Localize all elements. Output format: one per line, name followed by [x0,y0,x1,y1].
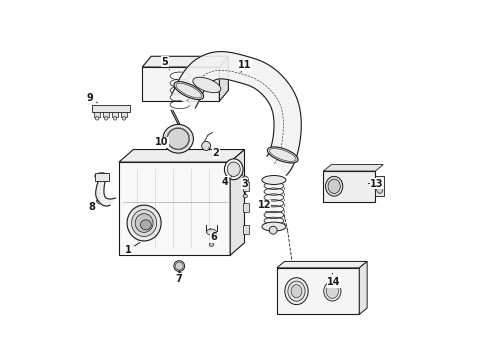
Polygon shape [219,56,228,101]
Ellipse shape [325,176,342,196]
Ellipse shape [375,179,383,193]
Bar [92,105,129,112]
Ellipse shape [95,117,99,120]
Ellipse shape [290,285,301,298]
Text: 11: 11 [237,60,251,72]
Bar [94,112,100,117]
Text: 9: 9 [87,93,97,103]
Polygon shape [119,149,244,162]
Bar [242,225,249,234]
Ellipse shape [269,226,277,234]
Polygon shape [359,261,366,315]
Ellipse shape [242,176,248,184]
Polygon shape [323,165,383,171]
Bar [242,182,249,191]
Bar [375,176,384,196]
Text: 6: 6 [210,228,217,242]
Text: 7: 7 [176,270,182,284]
Text: 4: 4 [221,176,231,187]
Ellipse shape [113,117,117,120]
Polygon shape [142,56,228,67]
Bar [142,67,219,101]
Text: 13: 13 [367,179,383,189]
Polygon shape [230,149,244,255]
Bar [121,112,127,117]
Bar [276,268,359,315]
Text: 1: 1 [124,242,140,255]
Text: 10: 10 [155,138,168,147]
Ellipse shape [224,159,243,180]
Ellipse shape [325,284,338,298]
Polygon shape [276,261,366,268]
Ellipse shape [140,220,151,230]
Ellipse shape [131,210,156,237]
Bar [119,162,230,255]
Bar [112,112,118,117]
Polygon shape [171,51,301,175]
Text: 12: 12 [257,200,270,210]
Text: 2: 2 [208,148,219,158]
Ellipse shape [127,205,161,241]
Ellipse shape [175,262,183,270]
Bar [323,171,375,202]
Ellipse shape [192,77,221,93]
Text: 14: 14 [327,273,340,287]
Ellipse shape [243,194,247,198]
Ellipse shape [174,261,184,271]
Bar [94,173,109,181]
Bar [264,180,283,226]
Text: 5: 5 [161,57,169,70]
Ellipse shape [174,82,203,100]
Ellipse shape [327,179,340,193]
Ellipse shape [262,176,285,184]
Ellipse shape [201,141,210,150]
Ellipse shape [227,162,240,176]
Ellipse shape [285,278,307,305]
Ellipse shape [104,117,108,120]
Bar [102,112,109,117]
Polygon shape [96,176,115,206]
Ellipse shape [267,147,298,163]
Ellipse shape [209,243,213,246]
Ellipse shape [135,214,153,232]
Ellipse shape [323,281,340,301]
Bar [242,203,249,212]
Text: 8: 8 [88,200,97,212]
Text: 3: 3 [241,175,247,189]
Ellipse shape [163,125,193,153]
Ellipse shape [167,129,188,149]
Ellipse shape [122,117,125,120]
Ellipse shape [206,229,216,235]
Ellipse shape [262,222,285,231]
Ellipse shape [287,281,305,301]
